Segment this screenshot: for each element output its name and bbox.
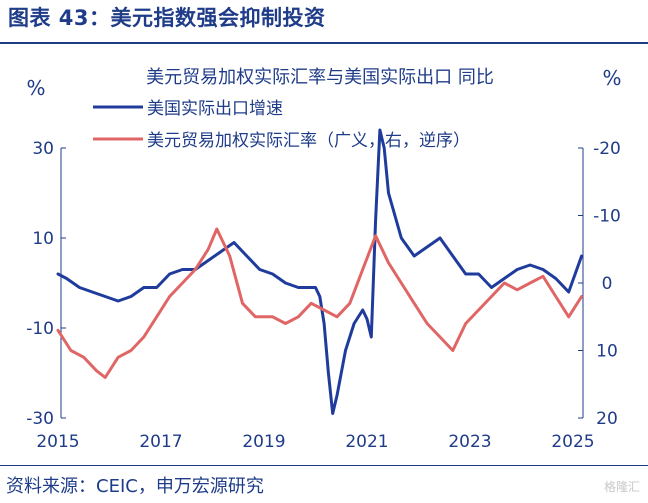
left-tick-label: 10 (32, 229, 54, 249)
right-tick-label: 20 (596, 409, 618, 429)
left-tick-label: -30 (26, 409, 54, 429)
legend: 美国实际出口增速 美元贸易加权实际汇率（广义，右，逆序） (93, 99, 470, 151)
left-tick-label: 30 (32, 139, 54, 159)
source-rule (0, 465, 648, 466)
y-right-unit: % (602, 66, 621, 90)
legend-label-export: 美国实际出口增速 (147, 99, 283, 119)
x-tick-label: 2025 (551, 432, 594, 452)
right-tick-label: 10 (596, 342, 618, 362)
source-note: 资料来源：CEIC，申万宏源研究 (6, 476, 264, 497)
right-tick-label: 0 (602, 274, 613, 294)
x-axis-ticks: 2015 2017 2019 2021 2023 2025 (36, 432, 594, 452)
left-axis-ticks: 30 10 -10 -30 (26, 139, 66, 429)
x-tick-label: 2017 (139, 432, 182, 452)
series-line-export-growth (56, 128, 584, 415)
watermark: 格隆汇 (603, 480, 640, 494)
series-line-usd-rate (56, 227, 584, 379)
x-tick-label: 2019 (242, 432, 285, 452)
x-tick-label: 2021 (345, 432, 388, 452)
y-left-unit: % (26, 76, 45, 100)
title-rule (0, 42, 648, 44)
right-axis-ticks: -20 -10 0 10 20 (578, 139, 621, 429)
right-tick-label: -10 (593, 207, 621, 227)
right-tick-label: -20 (593, 139, 621, 159)
legend-label-usd: 美元贸易加权实际汇率（广义，右，逆序） (147, 131, 470, 151)
series-lines (56, 128, 584, 415)
line-chart: 美元贸易加权实际汇率与美国实际出口 同比 % % 美国实际出口增速 美元贸易加权… (26, 66, 621, 452)
left-tick-label: -10 (26, 319, 54, 339)
chart-title: 美元贸易加权实际汇率与美国实际出口 同比 (146, 67, 494, 88)
figure-title: 图表 43：美元指数强会抑制投资 (8, 6, 326, 30)
x-tick-label: 2015 (36, 432, 79, 452)
x-tick-label: 2023 (448, 432, 491, 452)
